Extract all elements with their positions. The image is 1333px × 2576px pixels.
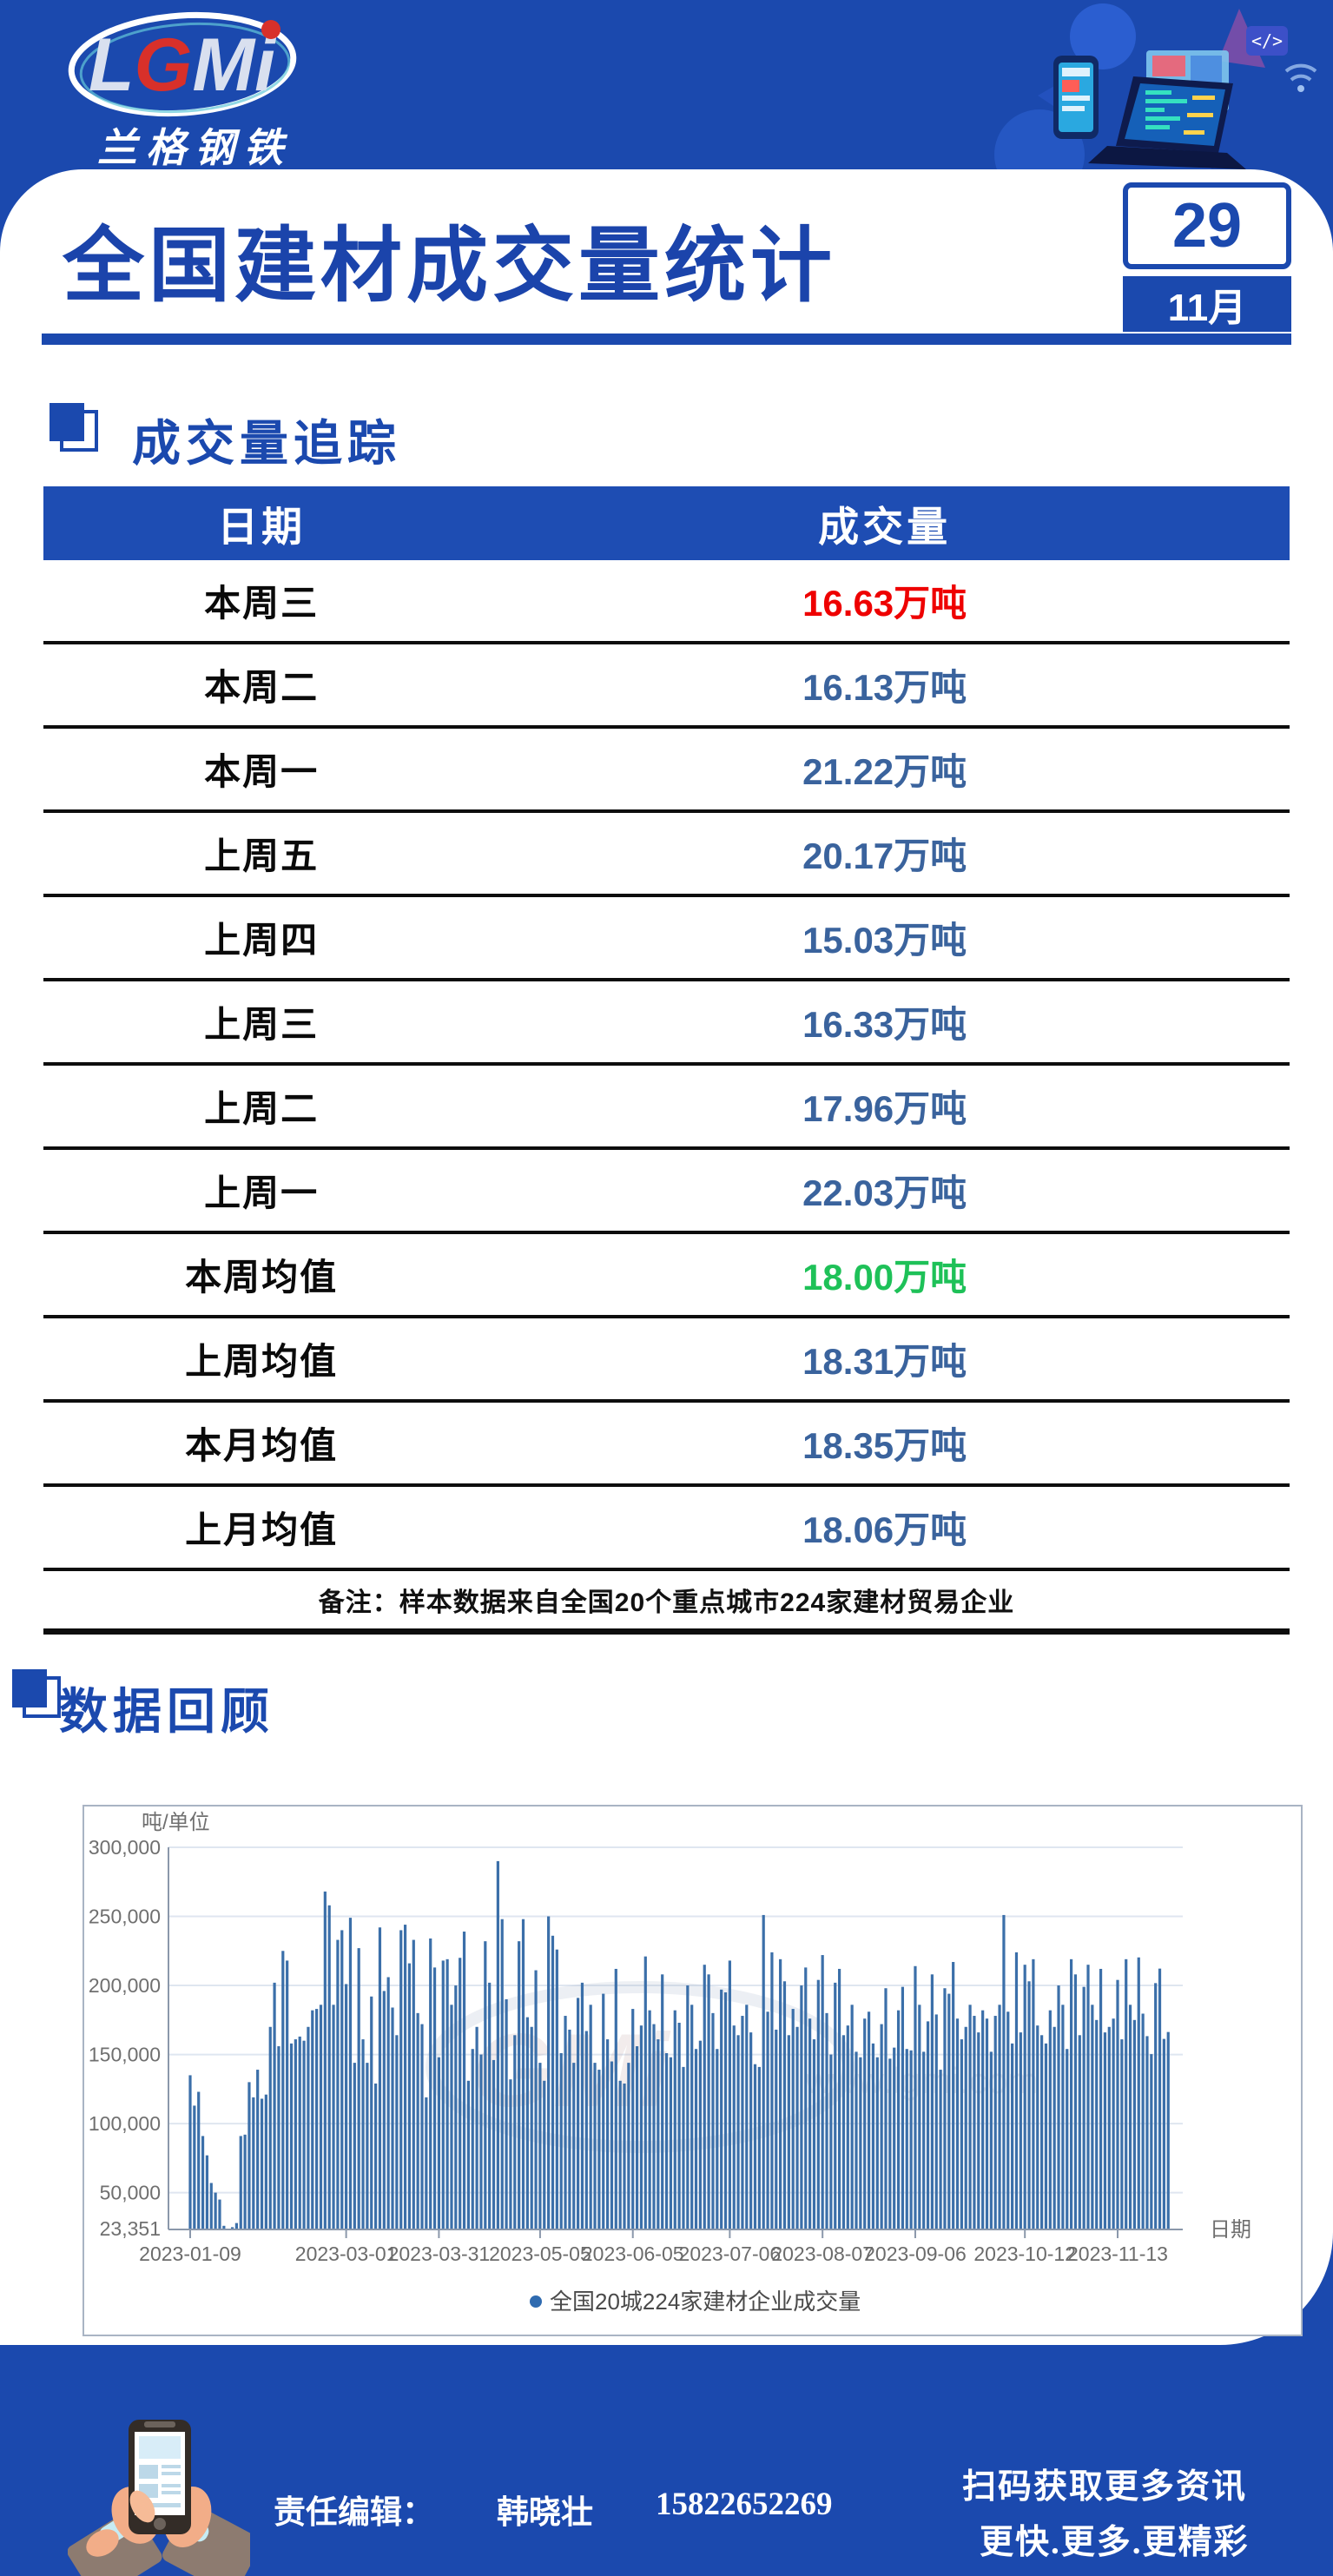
row-date: 本月均值 <box>185 1425 339 1466</box>
svg-text:300,000: 300,000 <box>89 1836 161 1859</box>
svg-text:23,351: 23,351 <box>100 2217 161 2240</box>
table-row: 本周一 21.22万吨 <box>43 729 1290 813</box>
row-volume: 16.33万吨 <box>802 1004 967 1045</box>
table-row: 上周均值 18.31万吨 <box>43 1318 1290 1403</box>
svg-text:250,000: 250,000 <box>89 1906 161 1928</box>
row-volume: 16.13万吨 <box>802 667 967 708</box>
row-volume: 20.17万吨 <box>802 836 967 876</box>
lgmi-logo: LGMi 兰格钢铁 <box>43 10 330 170</box>
table-row: 本周三 16.63万吨 <box>43 560 1290 644</box>
editor-name: 韩晓壮 <box>497 2495 593 2531</box>
table-row: 上月均值 18.06万吨 <box>43 1487 1290 1571</box>
svg-text:2023-07-06: 2023-07-06 <box>679 2242 782 2265</box>
table-note: 备注：样本数据来自全国20个重点城市224家建材贸易企业 <box>43 1571 1290 1635</box>
lgmi-logo-text: 兰格钢铁 <box>97 126 292 170</box>
volume-table-header: 日期 成交量 <box>43 486 1290 560</box>
hands-phone-illustration <box>68 2420 250 2576</box>
tech-illustration: </> <box>994 3 1317 172</box>
row-volume: 18.00万吨 <box>802 1257 967 1298</box>
date-month-badge: 11月 <box>1123 276 1291 332</box>
section-data-review-title: 数据回顾 <box>59 1684 274 1739</box>
editor-label: 责任编辑： <box>274 2495 434 2531</box>
svg-text:2023-09-06: 2023-09-06 <box>864 2242 967 2265</box>
table-row: 本周二 16.13万吨 <box>43 644 1290 729</box>
row-date: 上周一 <box>204 1172 320 1213</box>
svg-text:LGMi: LGMi <box>89 23 277 107</box>
section-square-icon <box>49 403 98 452</box>
svg-text:2023-08-07: 2023-08-07 <box>771 2242 874 2265</box>
lgmi-logo-icon: LGMi <box>68 11 297 117</box>
table-row: 上周五 20.17万吨 <box>43 813 1290 897</box>
row-date: 上周五 <box>204 836 320 876</box>
svg-text:吨/单位: 吨/单位 <box>142 1811 210 1834</box>
column-header-volume: 成交量 <box>818 504 952 550</box>
volume-history-chart: 50,000 100,000 150,000 200,000 250,000 300,00… <box>82 1805 1303 2336</box>
table-row: 本月均值 18.35万吨 <box>43 1403 1290 1487</box>
svg-text:2023-11-13: 2023-11-13 <box>1067 2242 1168 2265</box>
svg-text:2023-03-31: 2023-03-31 <box>388 2242 491 2265</box>
volume-table-body: 本周三 16.63万吨本周二 16.13万吨本周一 21.22万吨上周五 20.17万吨… <box>43 560 1290 1571</box>
svg-text:日期: 日期 <box>1210 2218 1251 2242</box>
row-volume: 18.06万吨 <box>802 1509 967 1550</box>
row-date: 本周一 <box>204 751 320 792</box>
table-row: 上周一 22.03万吨 <box>43 1150 1290 1234</box>
row-date: 上周三 <box>204 1004 320 1045</box>
section-volume-tracking-title: 成交量追踪 <box>132 416 401 471</box>
table-row: 上周二 17.96万吨 <box>43 1066 1290 1150</box>
svg-text:50,000: 50,000 <box>100 2182 161 2204</box>
footer-slogan-more: 更快.更多.更精彩 <box>980 2524 1250 2561</box>
svg-text:100,000: 100,000 <box>89 2112 161 2135</box>
svg-text:2023-03-01: 2023-03-01 <box>295 2242 398 2265</box>
svg-text:全国20城224家建材企业成交量: 全国20城224家建材企业成交量 <box>550 2289 861 2315</box>
svg-text:150,000: 150,000 <box>89 2044 161 2066</box>
date-day-badge: 29 <box>1123 182 1291 269</box>
table-row: 上周四 15.03万吨 <box>43 897 1290 981</box>
footer-slogan-scan: 扫码获取更多资讯 <box>962 2468 1248 2506</box>
row-date: 本周二 <box>204 667 320 708</box>
table-row: 本周均值 18.00万吨 <box>43 1234 1290 1318</box>
title-divider <box>42 334 1291 345</box>
row-volume: 16.63万吨 <box>802 583 967 624</box>
column-header-date: 日期 <box>217 504 307 550</box>
section-square-icon <box>12 1669 61 1718</box>
row-date: 本周三 <box>204 583 320 624</box>
editor-phone: 15822652269 <box>656 2487 833 2522</box>
bar-chart-canvas: 50,000 100,000 150,000 200,000 250,000 300,00… <box>89 1811 1251 2315</box>
svg-text:2023-01-09: 2023-01-09 <box>139 2242 241 2265</box>
svg-text:2023-05-05: 2023-05-05 <box>489 2242 591 2265</box>
row-date: 上周均值 <box>185 1341 339 1382</box>
row-volume: 22.03万吨 <box>802 1172 967 1213</box>
row-date: 上周二 <box>204 1088 320 1129</box>
row-date: 上月均值 <box>185 1509 339 1550</box>
table-row: 上周三 16.33万吨 <box>43 981 1290 1066</box>
svg-text:</>: </> <box>1251 30 1283 51</box>
svg-text:200,000: 200,000 <box>89 1974 161 1997</box>
svg-text:2023-10-12: 2023-10-12 <box>973 2242 1076 2265</box>
row-volume: 15.03万吨 <box>802 920 967 961</box>
row-volume: 18.31万吨 <box>802 1341 967 1382</box>
row-volume: 17.96万吨 <box>802 1088 967 1129</box>
row-volume: 18.35万吨 <box>802 1425 967 1466</box>
volume-table: 日期 成交量 本周三 16.63万吨本周二 16.13万吨本周一 21.22万吨上周五… <box>43 486 1290 1635</box>
row-date: 本周均值 <box>185 1257 339 1298</box>
page-title: 全国建材成交量统计 <box>63 221 837 312</box>
row-date: 上周四 <box>204 920 320 961</box>
editor-credit: 责任编辑： 韩晓壮 15822652269 <box>274 2486 833 2533</box>
svg-text:2023-06-05: 2023-06-05 <box>582 2242 684 2265</box>
row-volume: 21.22万吨 <box>802 751 967 792</box>
